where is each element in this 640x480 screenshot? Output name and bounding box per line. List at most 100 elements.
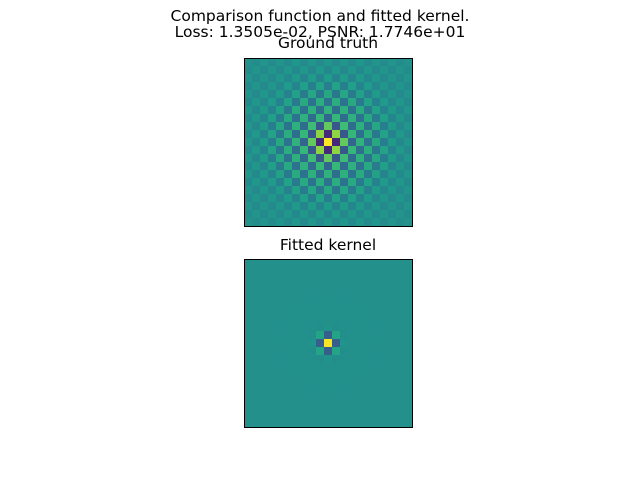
- heatmap-cell: [348, 162, 357, 171]
- heatmap-cell: [268, 355, 277, 364]
- heatmap-cell: [276, 218, 285, 226]
- heatmap-cell: [404, 291, 412, 300]
- heatmap-cell: [284, 170, 293, 179]
- heatmap-cell: [356, 146, 365, 155]
- heatmap-cell: [348, 371, 357, 380]
- heatmap-cell: [364, 283, 373, 292]
- heatmap-cell: [372, 363, 381, 372]
- heatmap-cell: [356, 339, 365, 348]
- heatmap-cell: [396, 411, 405, 420]
- heatmap-cell: [388, 170, 397, 179]
- heatmap-cell: [292, 194, 301, 203]
- heatmap-cell: [284, 194, 293, 203]
- heatmap-cell: [332, 267, 341, 276]
- heatmap-cell: [300, 146, 309, 155]
- heatmap-cell: [260, 114, 269, 123]
- heatmap-cell: [308, 178, 317, 187]
- heatmap-cell: [332, 347, 341, 356]
- heatmap-cell: [276, 315, 285, 324]
- heatmap-cell: [284, 419, 293, 427]
- heatmap-cell: [340, 58, 349, 67]
- heatmap-cell: [372, 170, 381, 179]
- heatmap-cell: [396, 347, 405, 356]
- heatmap-cell: [372, 291, 381, 300]
- heatmap-cell: [284, 154, 293, 163]
- heatmap-cell: [396, 194, 405, 203]
- heatmap-cell: [348, 411, 357, 420]
- heatmap-cell: [260, 339, 269, 348]
- heatmap-cell: [244, 58, 253, 67]
- heatmap-cell: [252, 114, 261, 123]
- heatmap-cell: [356, 411, 365, 420]
- heatmap-cell: [372, 259, 381, 268]
- heatmap-cell: [356, 98, 365, 107]
- heatmap-cell: [284, 379, 293, 388]
- heatmap-cell: [348, 363, 357, 372]
- heatmap-cell: [380, 283, 389, 292]
- heatmap-cell: [348, 138, 357, 147]
- heatmap-cell: [244, 363, 253, 372]
- heatmap-cell: [348, 283, 357, 292]
- heatmap-cell: [276, 90, 285, 99]
- heatmap-cell: [308, 331, 317, 340]
- heatmap-cell: [348, 114, 357, 123]
- heatmap-cell: [340, 379, 349, 388]
- heatmap-cell: [388, 114, 397, 123]
- heatmap-cell: [372, 130, 381, 139]
- heatmap-cell: [340, 74, 349, 83]
- heatmap-cell: [252, 66, 261, 75]
- heatmap-cell: [316, 267, 325, 276]
- heatmap-cell: [356, 283, 365, 292]
- heatmap-cell: [348, 130, 357, 139]
- heatmap-cell: [364, 315, 373, 324]
- heatmap-cell: [300, 194, 309, 203]
- heatmap-cell: [388, 411, 397, 420]
- heatmap-cell: [244, 218, 253, 226]
- heatmap-cell: [252, 90, 261, 99]
- heatmap-cell: [308, 130, 317, 139]
- heatmap-cell: [396, 259, 405, 268]
- heatmap-cell: [380, 307, 389, 316]
- heatmap-cell: [340, 403, 349, 412]
- heatmap-cell: [364, 347, 373, 356]
- heatmap-cell: [284, 331, 293, 340]
- heatmap-cell: [404, 98, 412, 107]
- heatmap-cell: [364, 210, 373, 219]
- heatmap-cell: [292, 218, 301, 226]
- heatmap-cell: [324, 347, 333, 356]
- heatmap-cell: [300, 275, 309, 284]
- heatmap-cell: [244, 307, 253, 316]
- heatmap-cell: [404, 58, 412, 67]
- fitted-kernel-heatmap: [244, 259, 412, 427]
- heatmap-cell: [340, 275, 349, 284]
- heatmap-cell: [380, 210, 389, 219]
- heatmap-cell: [404, 395, 412, 404]
- heatmap-cell: [356, 154, 365, 163]
- heatmap-cell: [364, 90, 373, 99]
- heatmap-cell: [404, 154, 412, 163]
- heatmap-cell: [340, 331, 349, 340]
- heatmap-cell: [396, 387, 405, 396]
- heatmap-cell: [364, 299, 373, 308]
- heatmap-cell: [308, 98, 317, 107]
- heatmap-cell: [292, 291, 301, 300]
- heatmap-cell: [380, 170, 389, 179]
- heatmap-cell: [340, 130, 349, 139]
- heatmap-cell: [388, 387, 397, 396]
- heatmap-cell: [404, 379, 412, 388]
- heatmap-cell: [332, 106, 341, 115]
- heatmap-cell: [308, 323, 317, 332]
- heatmap-cell: [292, 66, 301, 75]
- heatmap-cell: [268, 267, 277, 276]
- heatmap-cell: [316, 154, 325, 163]
- heatmap-cell: [300, 315, 309, 324]
- heatmap-cell: [252, 259, 261, 268]
- heatmap-cell: [388, 202, 397, 211]
- heatmap-cell: [404, 347, 412, 356]
- heatmap-cell: [388, 299, 397, 308]
- heatmap-cell: [252, 210, 261, 219]
- heatmap-cell: [284, 339, 293, 348]
- heatmap-cell: [388, 218, 397, 226]
- heatmap-cell: [244, 106, 253, 115]
- heatmap-cell: [292, 411, 301, 420]
